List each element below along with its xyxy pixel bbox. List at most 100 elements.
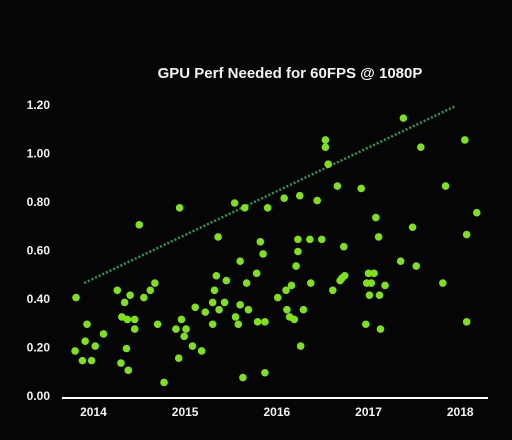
data-point (153, 320, 162, 329)
data-point (234, 320, 243, 329)
x-tick-label: 2018 (447, 405, 474, 419)
data-point (324, 160, 332, 168)
data-point (191, 303, 200, 312)
trend-line (83, 104, 457, 285)
data-point (72, 293, 80, 302)
data-point (408, 223, 417, 232)
data-point (290, 315, 299, 324)
data-point (177, 315, 186, 324)
data-point (375, 291, 384, 299)
data-point (210, 286, 219, 295)
data-point (361, 320, 370, 329)
data-point (340, 271, 349, 280)
data-point (182, 325, 190, 333)
data-point (294, 247, 302, 256)
data-point (399, 114, 408, 122)
x-tick-label: 2014 (80, 405, 107, 419)
data-point (417, 143, 425, 152)
data-point (296, 342, 305, 350)
data-point (321, 136, 330, 144)
data-point (197, 347, 206, 355)
data-point (252, 269, 261, 278)
data-point (259, 250, 267, 258)
data-point (333, 182, 342, 190)
data-point (321, 143, 330, 152)
data-point (91, 342, 100, 350)
data-point (140, 293, 148, 302)
y-tick-label: 1.00 (27, 147, 51, 161)
data-point (99, 330, 108, 338)
data-point (130, 325, 139, 333)
data-point (244, 305, 253, 314)
data-point (357, 184, 366, 193)
y-tick-label: 1.20 (27, 98, 51, 112)
data-point (240, 204, 249, 212)
data-point (236, 257, 244, 266)
data-point (364, 269, 373, 278)
data-point (113, 286, 122, 295)
data-point (160, 378, 168, 387)
y-tick-label: 0.00 (27, 389, 51, 403)
data-point (172, 325, 180, 333)
x-tick-label: 2015 (172, 405, 199, 419)
data-point (292, 262, 300, 270)
data-point (215, 305, 223, 314)
data-point (462, 318, 471, 326)
data-point (339, 242, 348, 251)
data-point (212, 271, 221, 280)
chart-title: GPU Perf Needed for 60FPS @ 1080P (158, 65, 423, 82)
data-point (256, 238, 265, 246)
data-point (117, 359, 125, 367)
data-point (263, 204, 272, 212)
data-point (130, 315, 139, 324)
data-point (222, 276, 231, 285)
data-point (208, 320, 217, 329)
data-point (126, 291, 134, 299)
data-point (282, 286, 290, 295)
data-point (283, 305, 291, 314)
data-point (461, 136, 469, 144)
y-tick-label: 0.60 (27, 244, 51, 258)
data-point (374, 233, 383, 241)
data-point (146, 286, 155, 295)
data-point (365, 291, 374, 299)
data-point (78, 356, 87, 365)
data-point (120, 298, 129, 307)
data-point (188, 342, 197, 350)
data-point (180, 332, 189, 341)
data-point (81, 337, 89, 346)
data-point (317, 235, 326, 244)
data-point (396, 257, 405, 266)
data-point (381, 281, 389, 290)
data-point (280, 194, 288, 202)
data-point (376, 325, 385, 333)
data-point (295, 191, 304, 200)
data-point (214, 233, 222, 241)
y-tick-label: 0.40 (27, 292, 51, 306)
data-point (71, 347, 79, 355)
data-point (123, 315, 132, 324)
data-point (261, 368, 269, 377)
data-point (122, 344, 131, 353)
data-point (299, 305, 308, 314)
data-point (201, 308, 210, 316)
data-point (441, 182, 450, 190)
data-point (83, 320, 91, 329)
data-point (306, 235, 314, 244)
data-point (230, 199, 239, 207)
data-point (306, 279, 315, 287)
data-point (242, 279, 251, 287)
data-point (313, 196, 321, 205)
data-point (370, 269, 378, 278)
data-point (236, 301, 244, 309)
data-point (124, 366, 133, 375)
data-point (135, 221, 144, 229)
data-point (273, 293, 282, 302)
data-point (175, 204, 184, 212)
data-point (174, 354, 183, 363)
data-point (294, 235, 302, 244)
x-tick-label: 2017 (355, 405, 382, 419)
data-point (472, 208, 481, 217)
